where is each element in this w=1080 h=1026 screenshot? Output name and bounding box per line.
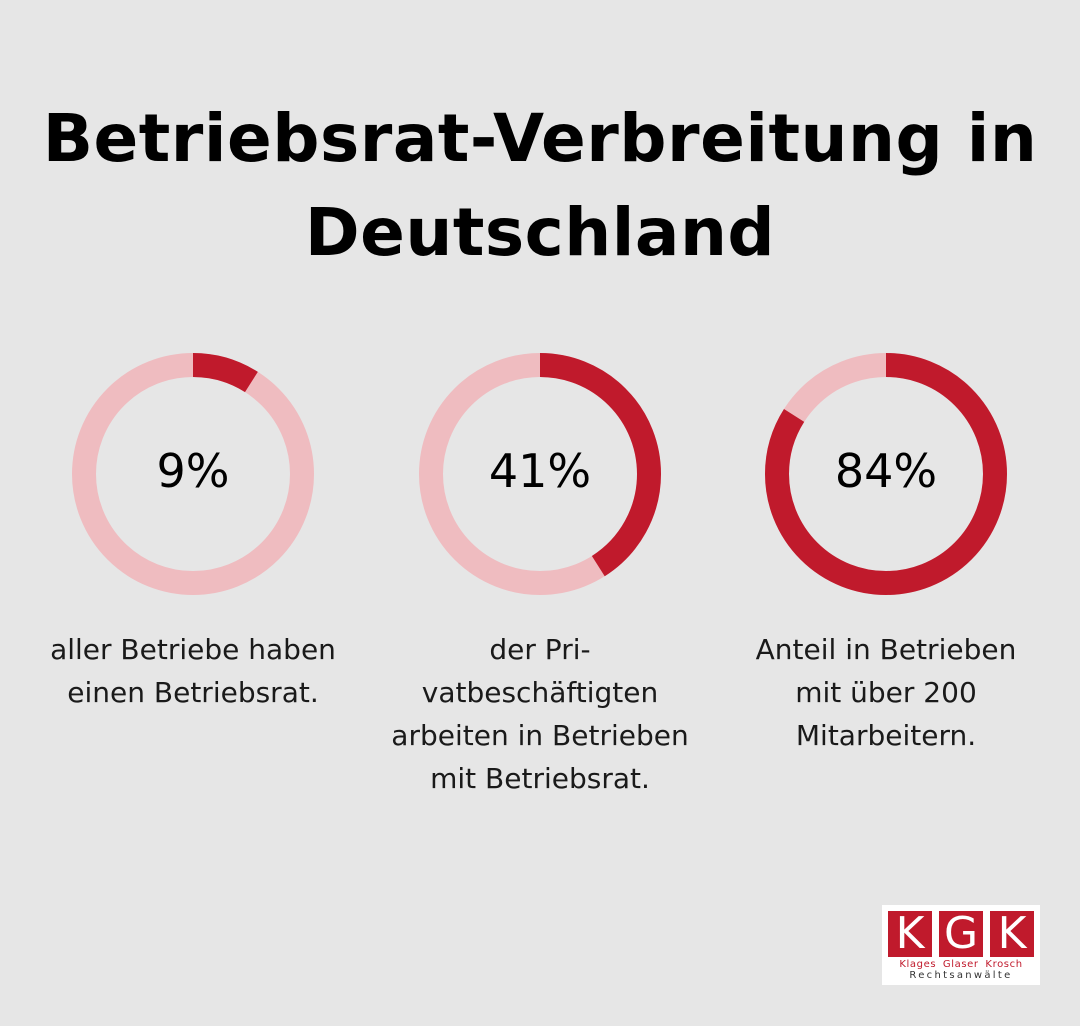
logo-subtitle: Rechtsanwälte bbox=[909, 970, 1013, 981]
donut-1-svg bbox=[72, 353, 314, 595]
title-line-2: Deutschland bbox=[304, 194, 776, 271]
donut-1-caption: aller Betriebe haben einen Betriebsrat. bbox=[33, 628, 353, 714]
caption-1-line-2: einen Betriebsrat. bbox=[67, 676, 319, 709]
donut-chart-1: 9% bbox=[72, 353, 314, 595]
caption-3-line-1: Anteil in Betrieben bbox=[755, 633, 1017, 666]
logo-names: Klages Glaser Krosch bbox=[899, 959, 1023, 970]
logo-letters: K G K bbox=[888, 911, 1034, 957]
donut-2-svg bbox=[419, 353, 661, 595]
donut-chart-2: 41% bbox=[419, 353, 661, 595]
caption-2-line-3: arbeiten in Betrieben bbox=[391, 719, 689, 752]
caption-2-line-4: mit Betriebsrat. bbox=[430, 762, 650, 795]
logo-letter-g: G bbox=[939, 911, 983, 957]
donut-3-caption: Anteil in Betrieben mit über 200 Mitarbe… bbox=[726, 628, 1046, 757]
donut-3-value: 84% bbox=[834, 444, 938, 498]
donut-2-caption: der Pri- vatbeschäftigten arbeiten in Be… bbox=[380, 628, 700, 800]
donut-chart-3: 84% bbox=[765, 353, 1007, 595]
kgk-logo: K G K Klages Glaser Krosch Rechtsanwälte bbox=[882, 905, 1040, 985]
donut-2-arc bbox=[419, 353, 661, 595]
caption-3-line-2: mit über 200 bbox=[795, 676, 977, 709]
donut-3-svg bbox=[765, 353, 1007, 595]
donut-1-arc bbox=[72, 353, 314, 595]
donut-3-arc bbox=[765, 353, 1007, 595]
donut-1-value: 9% bbox=[156, 444, 230, 498]
caption-1-line-1: aller Betriebe haben bbox=[50, 633, 336, 666]
logo-letter-k2: K bbox=[990, 911, 1034, 957]
title-line-1: Betriebsrat-Verbreitung in bbox=[42, 100, 1038, 177]
logo-letter-k1: K bbox=[888, 911, 932, 957]
page-title: Betriebsrat-Verbreitung in Deutschland bbox=[0, 92, 1080, 280]
caption-2-line-2: vatbeschäftigten bbox=[421, 676, 659, 709]
donut-2-value: 41% bbox=[488, 444, 592, 498]
caption-2-line-1: der Pri- bbox=[489, 633, 591, 666]
caption-3-line-3: Mitarbeitern. bbox=[795, 719, 977, 752]
